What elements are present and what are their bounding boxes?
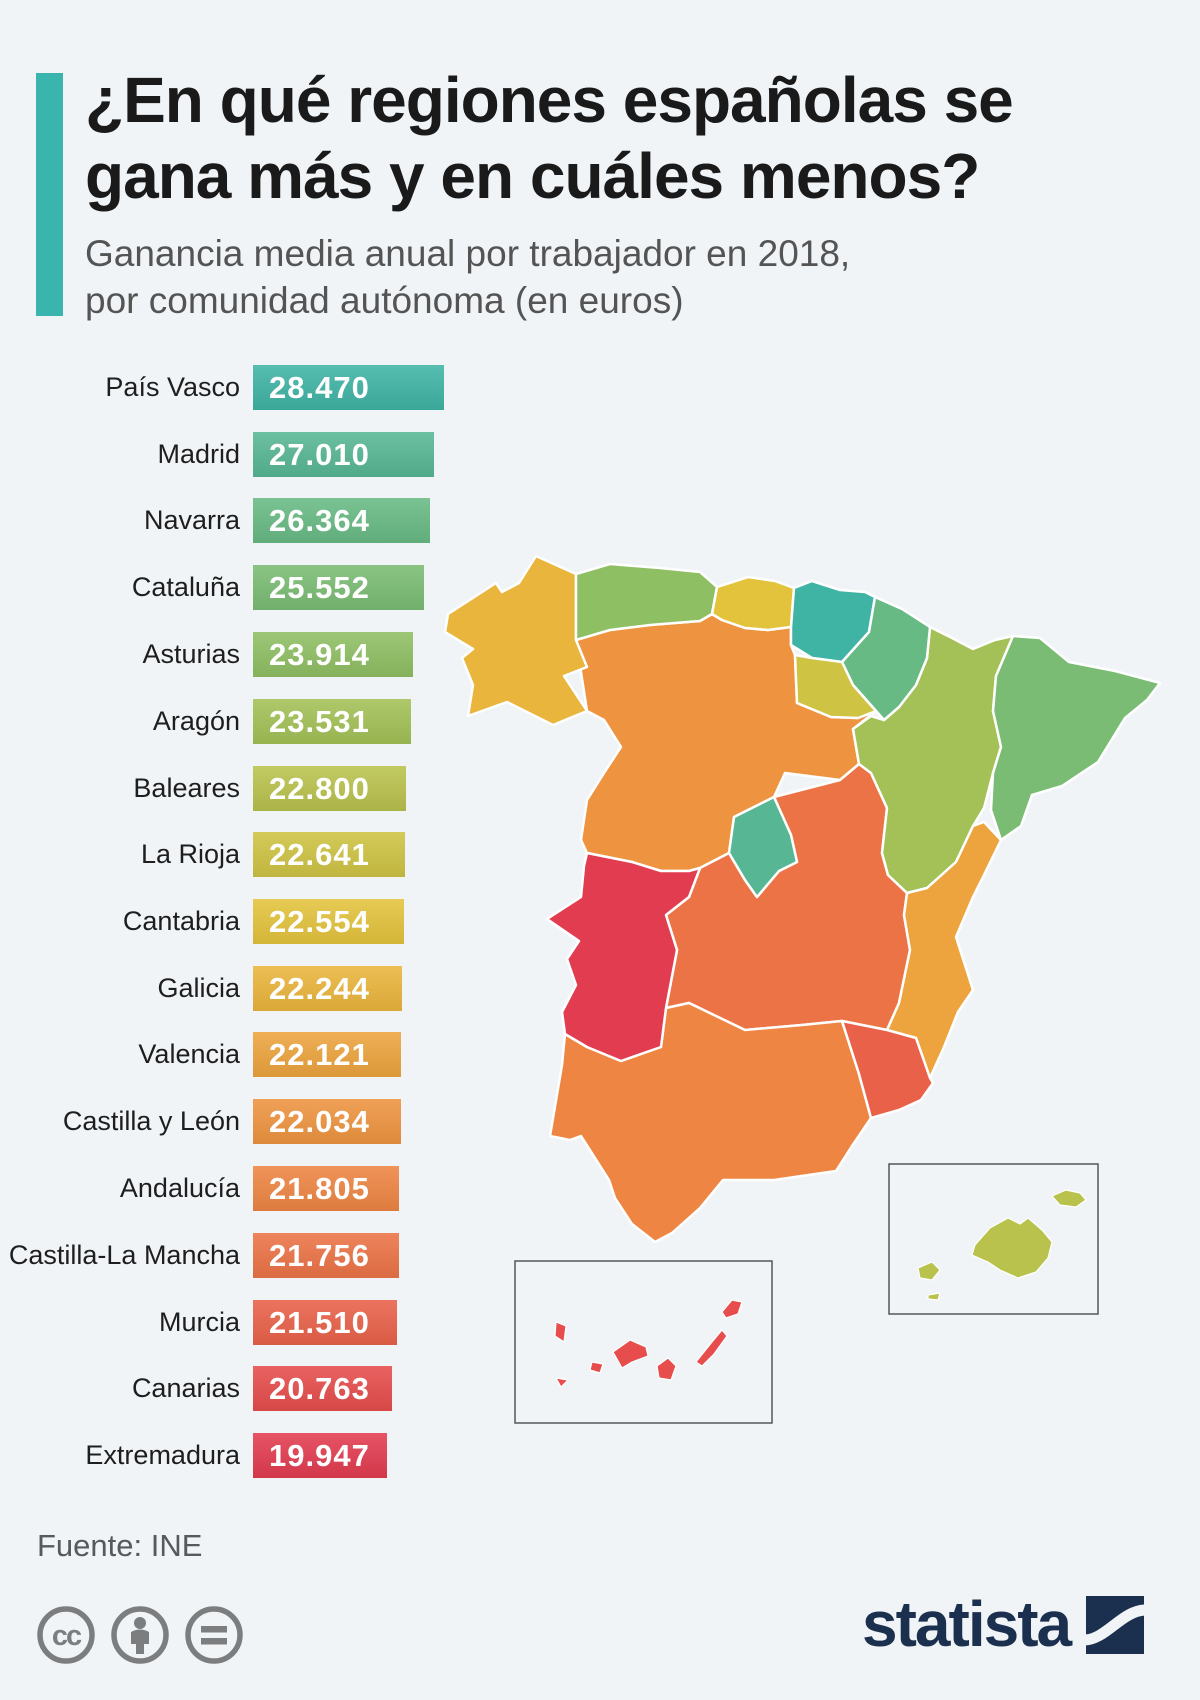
bar-row-cantabria: Cantabria 22.554 (0, 899, 1200, 944)
bar-row-murcia: Murcia 21.510 (0, 1300, 1200, 1345)
bar-value: 22.641 (269, 836, 370, 872)
title-line1: ¿En qué regiones españolas se (85, 64, 1014, 136)
bar-value: 21.510 (269, 1304, 370, 1340)
map-region-cataluna (989, 634, 1162, 842)
region-label: Madrid (157, 439, 240, 469)
page-subtitle: Ganancia media anual por trabajador en 2… (85, 230, 1085, 324)
region-label: Canarias (131, 1373, 240, 1403)
map-region-cantabria (710, 575, 796, 632)
no-derivatives-icon (185, 1606, 243, 1664)
bar-row-cataluna: Cataluña 25.552 (0, 565, 1200, 610)
region-label: Cataluña (131, 572, 240, 602)
region-label: País Vasco (105, 372, 240, 402)
map-region-canarias (554, 1299, 743, 1388)
region-label: Navarra (143, 505, 240, 535)
bar-row-aragon: Aragón 23.531 (0, 699, 1200, 744)
bar-row-andalucia: Andalucía 21.805 (0, 1166, 1200, 1211)
bar-value: 23.914 (269, 636, 370, 672)
region-label: Andalucía (119, 1173, 240, 1203)
region-label: Castilla y León (62, 1106, 240, 1136)
statista-logo-text: statista (862, 1588, 1072, 1660)
region-label: Valencia (138, 1039, 240, 1069)
attribution-icon (111, 1606, 169, 1664)
bar-row-pais-vasco: País Vasco 28.470 (0, 365, 1200, 410)
map-region-navarra (840, 595, 932, 722)
statista-brand: statista (862, 1588, 1145, 1660)
bar-value: 22.554 (269, 903, 370, 939)
value-bar: 22.034 (253, 1099, 401, 1144)
accent-bar (36, 73, 63, 316)
region-label: La Rioja (140, 839, 240, 869)
value-bar: 21.510 (253, 1300, 398, 1345)
bar-row-navarra: Navarra 26.364 (0, 498, 1200, 543)
map-region-la-rioja (793, 653, 878, 720)
map-region-madrid (727, 795, 799, 899)
bar-value: 22.034 (269, 1103, 370, 1139)
value-bar: 22.554 (253, 899, 405, 944)
bar-value: 22.121 (269, 1036, 370, 1072)
subtitle-line1: Ganancia media anual por trabajador en 2… (85, 233, 851, 274)
canarias-inset-box (514, 1260, 773, 1424)
region-label: Asturias (142, 639, 240, 669)
bar-value: 25.552 (269, 569, 370, 605)
bar-value: 21.805 (269, 1170, 370, 1206)
value-bar: 27.010 (253, 432, 434, 477)
bar-value: 28.470 (269, 369, 370, 405)
bar-value: 27.010 (269, 436, 370, 472)
value-bar: 25.552 (253, 565, 425, 610)
baleares-inset-box (888, 1163, 1099, 1315)
bar-row-extremadura: Extremadura 19.947 (0, 1433, 1200, 1478)
value-bar: 22.244 (253, 966, 402, 1011)
bar-value: 23.531 (269, 703, 370, 739)
page-title: ¿En qué regiones españolas se gana más y… (85, 62, 1165, 214)
bar-value: 20.763 (269, 1370, 370, 1406)
subtitle-line2: por comunidad autónoma (en euros) (85, 280, 684, 321)
value-bar: 26.364 (253, 498, 430, 543)
value-bar: 21.805 (253, 1166, 400, 1211)
region-label: Baleares (133, 773, 240, 803)
value-bar: 23.531 (253, 699, 411, 744)
bar-row-la-rioja: La Rioja 22.641 (0, 832, 1200, 877)
region-label: Castilla-La Mancha (8, 1240, 240, 1270)
source-note: Fuente: INE (37, 1528, 203, 1563)
bar-row-castilla-y-leon: Castilla y León 22.034 (0, 1099, 1200, 1144)
value-bar: 19.947 (253, 1433, 387, 1478)
bar-value: 22.800 (269, 770, 370, 806)
bar-value: 19.947 (269, 1437, 370, 1473)
bar-row-valencia: Valencia 22.121 (0, 1032, 1200, 1077)
value-bar: 22.641 (253, 832, 405, 877)
cc-icon: cc (37, 1606, 95, 1664)
title-line2: gana más y en cuáles menos? (85, 140, 980, 212)
map-region-extremadura (545, 851, 702, 1063)
bar-value: 22.244 (269, 970, 370, 1006)
svg-text:cc: cc (52, 1620, 82, 1652)
bar-row-galicia: Galicia 22.244 (0, 966, 1200, 1011)
bar-row-baleares: Baleares 22.800 (0, 766, 1200, 811)
value-bar: 22.800 (253, 766, 406, 811)
value-bar: 22.121 (253, 1032, 402, 1077)
bar-row-castilla-la-mancha: Castilla-La Mancha 21.756 (0, 1233, 1200, 1278)
license-icons: cc (37, 1606, 243, 1664)
value-bar: 23.914 (253, 632, 414, 677)
map-region-galicia (443, 554, 589, 727)
region-label: Extremadura (85, 1440, 240, 1470)
bar-row-asturias: Asturias 23.914 (0, 632, 1200, 677)
value-bar: 28.470 (253, 365, 444, 410)
value-bar: 21.756 (253, 1233, 399, 1278)
bar-value: 21.756 (269, 1237, 370, 1273)
map-region-baleares (917, 1189, 1087, 1301)
region-label: Aragón (152, 706, 240, 736)
value-bar: 20.763 (253, 1366, 393, 1411)
bar-value: 26.364 (269, 502, 370, 538)
region-label: Cantabria (122, 906, 240, 936)
region-label: Murcia (158, 1307, 240, 1337)
bar-row-madrid: Madrid 27.010 (0, 432, 1200, 477)
bar-row-canarias: Canarias 20.763 (0, 1366, 1200, 1411)
map-region-murcia (840, 1019, 935, 1120)
region-label: Galicia (157, 973, 240, 1003)
statista-logo-icon (1086, 1596, 1145, 1654)
